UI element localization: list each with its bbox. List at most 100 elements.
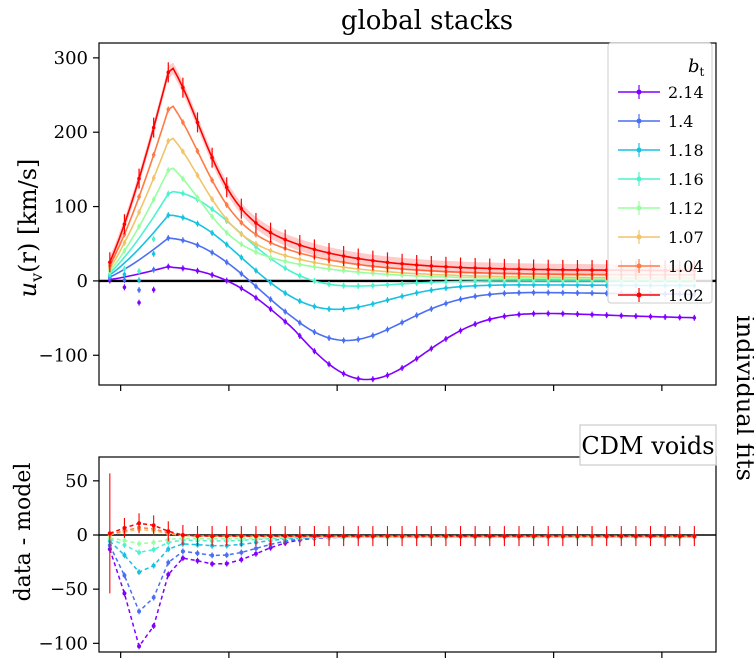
residual-point [195,558,200,563]
residual-point [560,534,565,539]
series-point [458,284,463,289]
residual-point [107,531,112,536]
series-point [356,376,361,381]
series-point [400,320,404,325]
residual-point [385,534,390,539]
series-point [297,273,302,278]
top-y-tick-label: 0 [77,271,88,292]
top-y-tick-label: 300 [54,48,88,69]
series-point [151,197,156,202]
series-point [546,311,551,316]
series-point [561,268,565,272]
series-point [531,283,536,287]
legend-label: 1.04 [668,257,704,276]
series-point [224,217,229,222]
residual-point [151,595,156,600]
series-point [341,338,346,343]
series-point [327,263,331,267]
residual-point [122,553,127,558]
series-point [502,314,507,319]
top-y-tick-label: −100 [39,345,88,366]
series-point [400,366,404,370]
residual-point [137,521,142,526]
series-point [371,258,375,263]
series-point [122,285,127,290]
residual-point [312,534,317,539]
series-point [166,213,171,217]
top-panel-frame [98,42,717,386]
series-point [210,197,214,202]
legend-marker [636,89,642,95]
residual-point [180,556,185,561]
legend-label: 1.4 [668,112,693,131]
series-point [400,282,404,286]
residual-point [663,534,668,539]
series-point [210,273,214,277]
series-point [429,307,434,311]
residual-point [604,534,609,539]
residual-point [122,525,127,530]
residual-line-1.12 [109,536,695,545]
series-point [356,337,361,342]
series-point [327,362,331,366]
series-point [181,191,185,196]
series-point [429,346,434,351]
series-2.14 [108,263,697,383]
series-point [151,267,156,272]
series-point [517,290,521,295]
residual-point [487,534,492,539]
series-point [385,298,390,302]
residual-point [210,561,215,566]
residual-point [239,534,244,539]
series-point [195,120,200,125]
series-point [458,279,463,284]
series-point [268,240,273,245]
series-point [108,272,112,276]
top-y-tick-label: 100 [54,197,88,218]
series-point [356,284,361,288]
series-point [283,237,287,242]
series-point [224,230,229,235]
series-point [473,322,477,326]
residual-point [692,534,697,539]
series-point [371,283,375,288]
series-point [502,267,507,271]
residual-point [253,551,258,556]
series-1.4 [108,235,697,344]
legend-label: 1.12 [668,199,704,218]
residual-point [239,550,244,555]
series-point [297,334,302,338]
series-point [151,237,156,241]
annotation-text: CDM voids [581,432,714,460]
series-point [517,267,521,271]
series-point [268,230,273,235]
series-point [122,272,127,277]
residual-point [122,538,127,543]
bottom-panel-frame [98,456,717,653]
series-point [137,278,141,283]
series-point [297,299,302,303]
series-point [151,153,156,157]
series-point [122,222,127,227]
residual-point [473,534,478,539]
series-point [297,320,302,325]
top-y-axis-label-main: u [14,282,42,297]
series-point [181,149,185,154]
series-point [473,283,477,288]
residual-1.02 [107,473,697,594]
series-point [283,291,287,295]
series-point [561,283,565,287]
series-point [254,296,258,300]
residual-point [151,540,156,545]
series-point [590,291,594,295]
series-point [444,301,448,306]
residual-point [137,541,142,546]
series-point [210,214,214,219]
residual-point [151,523,156,528]
series-point [385,260,390,265]
series-point [137,195,141,199]
series-point [575,312,580,316]
series-point [224,185,229,190]
residual-2.14 [107,534,697,650]
residual-point [253,546,258,551]
